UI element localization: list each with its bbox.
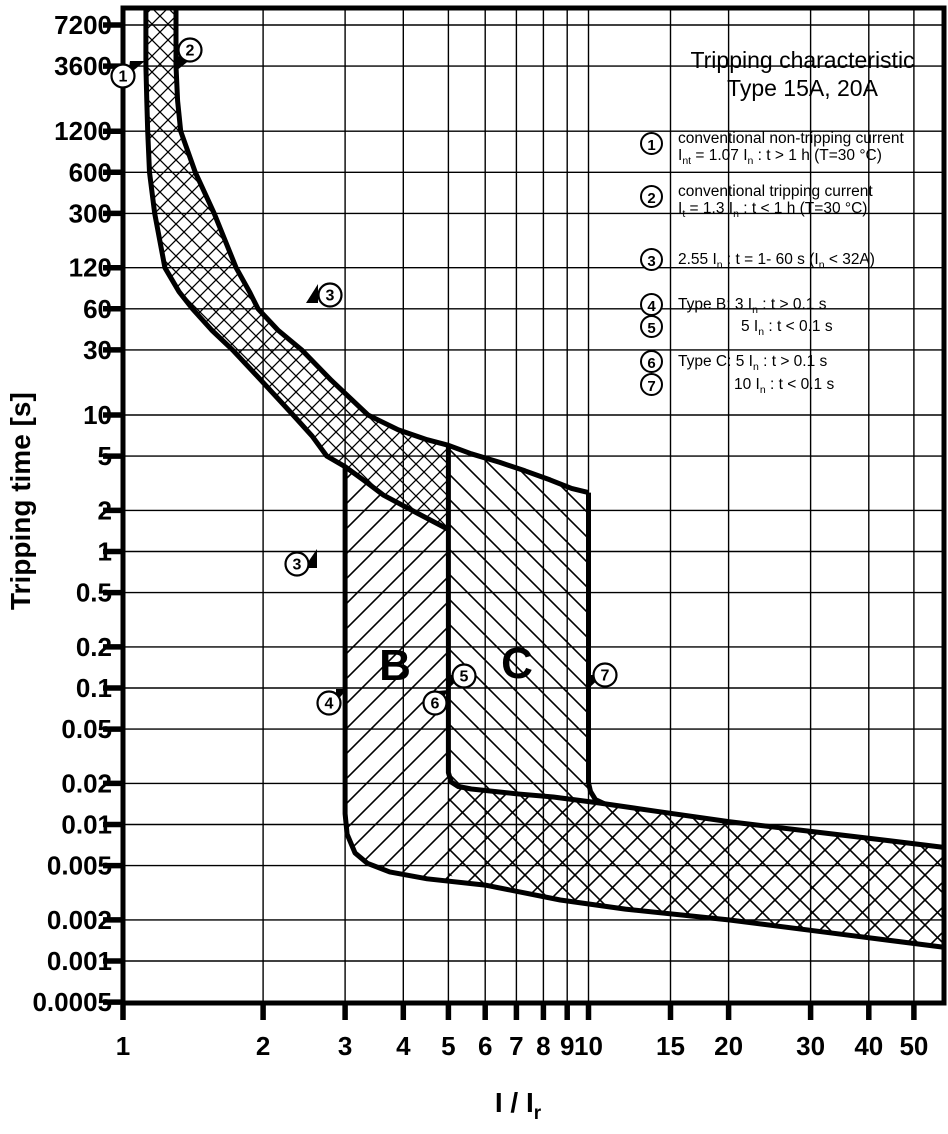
x-tick-label-5: 5 <box>441 1031 455 1061</box>
y-tick-label-7200: 7200 <box>54 10 112 40</box>
y-tick-label-0.02: 0.02 <box>61 768 112 798</box>
marker-3-circle <box>284 551 310 577</box>
region-label-B: B <box>379 641 411 690</box>
marker-5-circle <box>451 663 477 689</box>
marker-6-number: 6 <box>431 696 440 713</box>
x-tick-label-3: 3 <box>338 1031 352 1061</box>
marker-2-circle <box>177 37 203 63</box>
y-tick-label-0.01: 0.01 <box>61 810 112 840</box>
hatch-thermal-band <box>145 8 449 530</box>
plot-frame <box>120 5 947 1006</box>
y-tick-label-0.2: 0.2 <box>76 632 112 662</box>
y-tick-label-1: 1 <box>98 537 112 567</box>
marker-7-number: 7 <box>601 668 610 685</box>
y-tick-label-0.0005: 0.0005 <box>32 987 112 1017</box>
x-tick-label-7: 7 <box>509 1031 523 1061</box>
x-axis-title: I / Ir <box>495 1087 542 1124</box>
y-tick-label-0.5: 0.5 <box>76 578 112 608</box>
marker-2-number: 2 <box>186 43 195 60</box>
marker-3-number: 3 <box>293 557 302 574</box>
marker-1-number: 1 <box>119 69 128 86</box>
y-tick-label-10: 10 <box>83 400 112 430</box>
marker-5-number: 5 <box>460 669 469 686</box>
y-tick-label-30: 30 <box>83 335 112 365</box>
y-tick-label-5: 5 <box>98 441 112 471</box>
curve-number-markers: 1 2 3 3 4 5 6 7 <box>110 37 618 716</box>
x-tick-label-8: 8 <box>536 1031 550 1061</box>
y-tick-label-0.001: 0.001 <box>47 946 112 976</box>
marker-1-circle <box>110 63 136 89</box>
x-tick-label-30: 30 <box>796 1031 825 1061</box>
y-tick-label-300: 300 <box>69 198 112 228</box>
marker-4-circle <box>316 690 342 716</box>
type-c-boundary-10In <box>586 492 606 806</box>
curve-2-conventional-tripping <box>173 8 590 496</box>
curve-1-conventional-non-tripping <box>143 8 450 532</box>
y-tick-label-60: 60 <box>83 294 112 324</box>
x-tick-label-15: 15 <box>656 1031 685 1061</box>
x-tick-label-1: 1 <box>116 1031 130 1061</box>
marker-3-pointer-triangle <box>306 284 318 303</box>
x-tick-label-40: 40 <box>854 1031 883 1061</box>
y-tick-label-120: 120 <box>69 253 112 283</box>
marker-3-number: 3 <box>326 288 335 305</box>
type-b-lower-boundary-3In <box>342 466 944 950</box>
region-label-C: C <box>501 639 533 688</box>
y-tick-label-600: 600 <box>69 157 112 187</box>
x-tick-label-20: 20 <box>714 1031 743 1061</box>
x-tick-label-10: 10 <box>574 1031 603 1061</box>
x-tick-label-9: 9 <box>560 1031 574 1061</box>
y-tick-label-0.005: 0.005 <box>47 851 112 881</box>
boundary-5In <box>445 445 944 850</box>
y-tick-label-3600: 3600 <box>54 51 112 81</box>
y-tick-label-0.05: 0.05 <box>61 714 112 744</box>
x-tick-label-50: 50 <box>899 1031 928 1061</box>
x-tick-label-2: 2 <box>256 1031 270 1061</box>
x-axis-title-text: I / Ir <box>495 1087 542 1124</box>
x-tick-label-4: 4 <box>396 1031 411 1061</box>
marker-6-circle <box>422 690 448 716</box>
marker-3-circle <box>317 282 343 308</box>
hatch-region-C <box>448 445 944 948</box>
hatched-regions <box>145 8 944 948</box>
marker-7-circle <box>592 662 618 688</box>
y-tick-label-1200: 1200 <box>54 116 112 146</box>
characteristic-curves <box>143 8 944 950</box>
axis-ticks <box>103 22 917 1020</box>
y-tick-label-2: 2 <box>98 495 112 525</box>
y-tick-label-0.002: 0.002 <box>47 905 112 935</box>
y-tick-label-0.1: 0.1 <box>76 673 112 703</box>
marker-4-number: 4 <box>325 696 334 713</box>
axis-tick-labels: 1 2 3 4 5 6 7 8 9 10 15 20 30 40 507200360012006003001… <box>32 10 928 1061</box>
x-tick-label-6: 6 <box>478 1031 492 1061</box>
y-axis-title: Tripping time [s] <box>5 392 36 610</box>
